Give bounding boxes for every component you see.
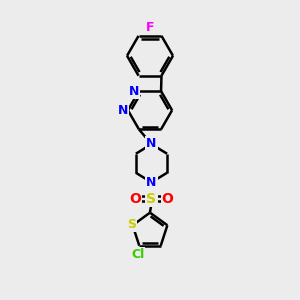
Text: N: N: [146, 176, 157, 189]
Text: N: N: [146, 137, 157, 150]
Text: N: N: [117, 104, 128, 117]
Text: S: S: [127, 218, 136, 231]
Text: S: S: [146, 191, 157, 206]
Text: N: N: [128, 85, 139, 98]
Text: Cl: Cl: [131, 248, 144, 261]
Text: O: O: [162, 191, 174, 206]
Text: F: F: [146, 21, 154, 34]
Text: O: O: [129, 191, 141, 206]
